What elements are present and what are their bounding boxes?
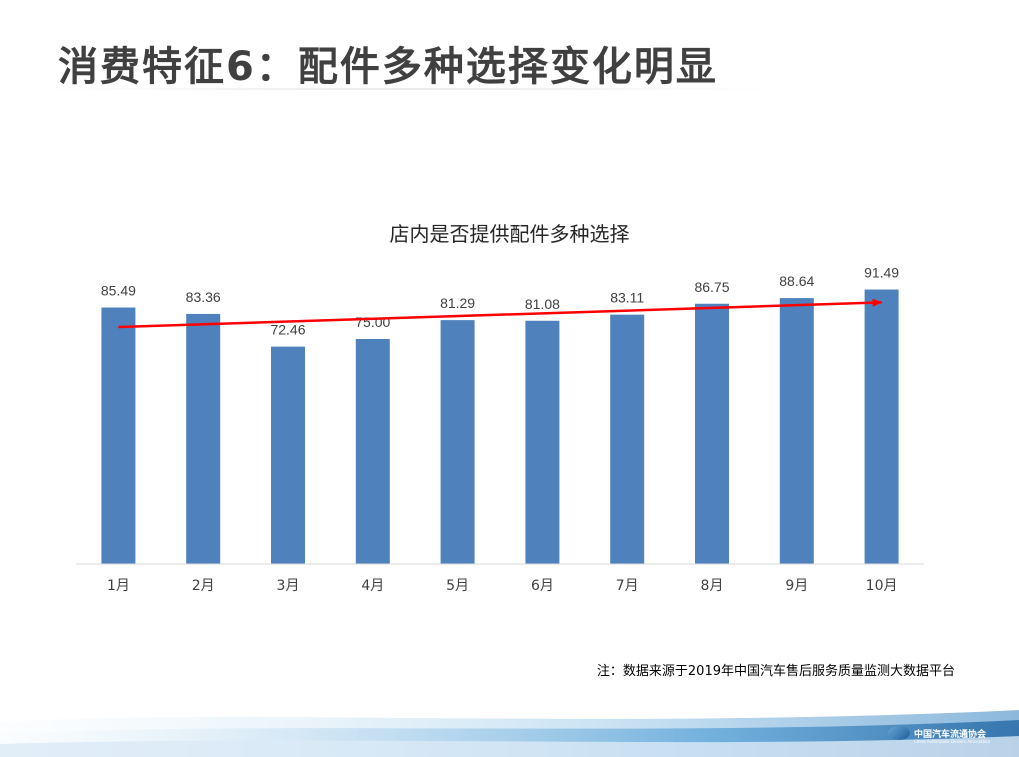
bar-8月 xyxy=(695,303,729,564)
logo-text: 中国汽车流通协会 xyxy=(914,729,987,740)
slide-title: 消费特征6：配件多种选择变化明显 xyxy=(58,44,718,90)
bar-7月 xyxy=(610,314,645,564)
data-label-2月: 83.36 xyxy=(186,289,221,305)
x-tick-label-9月: 9月 xyxy=(785,578,808,594)
x-tick-label-6月: 6月 xyxy=(531,578,554,594)
association-logo: 中国汽车流通协会 China Automobile Dealers Associ… xyxy=(888,726,990,744)
logo-subtext: China Automobile Dealers Association xyxy=(914,739,991,744)
data-label-8月: 86.75 xyxy=(694,279,729,295)
data-label-10月: 91.49 xyxy=(864,265,899,281)
data-label-6月: 81.08 xyxy=(525,296,560,312)
x-tick-label-8月: 8月 xyxy=(701,578,724,594)
logo-emblem-icon xyxy=(888,726,910,740)
data-label-7月: 83.11 xyxy=(610,290,644,306)
bar-5月 xyxy=(440,320,475,564)
bar-10月 xyxy=(864,289,899,564)
bar-3月 xyxy=(271,346,305,564)
x-tick-label-10月: 10月 xyxy=(866,578,898,594)
footer-wave-band xyxy=(0,710,1019,757)
title-underline xyxy=(50,88,770,90)
data-label-9月: 88.64 xyxy=(779,273,814,289)
bars-layer xyxy=(101,289,899,564)
data-label-4月: 75.00 xyxy=(355,314,390,330)
trend-arrow xyxy=(118,298,883,329)
x-tick-label-7月: 7月 xyxy=(616,578,639,594)
x-tick-label-2月: 2月 xyxy=(192,578,215,594)
x-tick-label-3月: 3月 xyxy=(277,578,300,594)
source-note: 注：数据来源于2019年中国汽车售后服务质量监测大数据平台 xyxy=(596,664,955,679)
data-labels-layer: 85.49 83.36 72.46 75.00 81.29 81.08 83.11 86.75… xyxy=(101,265,899,338)
x-tick-label-4月: 4月 xyxy=(361,578,384,594)
x-tick-label-5月: 5月 xyxy=(446,578,469,594)
bar-6月 xyxy=(525,320,560,564)
x-tick-label-1月: 1月 xyxy=(107,578,130,594)
x-tick-labels-layer: 1月 2月 3月 4月 5月 6月 7月 8月 9月 10月 xyxy=(107,578,898,594)
bar-2月 xyxy=(186,313,221,564)
bar-4月 xyxy=(355,339,390,564)
bar-1月 xyxy=(101,307,136,564)
chart-title: 店内是否提供配件多种选择 xyxy=(389,222,630,246)
data-label-3月: 72.46 xyxy=(270,322,305,338)
bar-9月 xyxy=(779,298,814,564)
data-label-1月: 85.49 xyxy=(101,283,136,299)
data-label-5月: 81.29 xyxy=(440,295,475,311)
